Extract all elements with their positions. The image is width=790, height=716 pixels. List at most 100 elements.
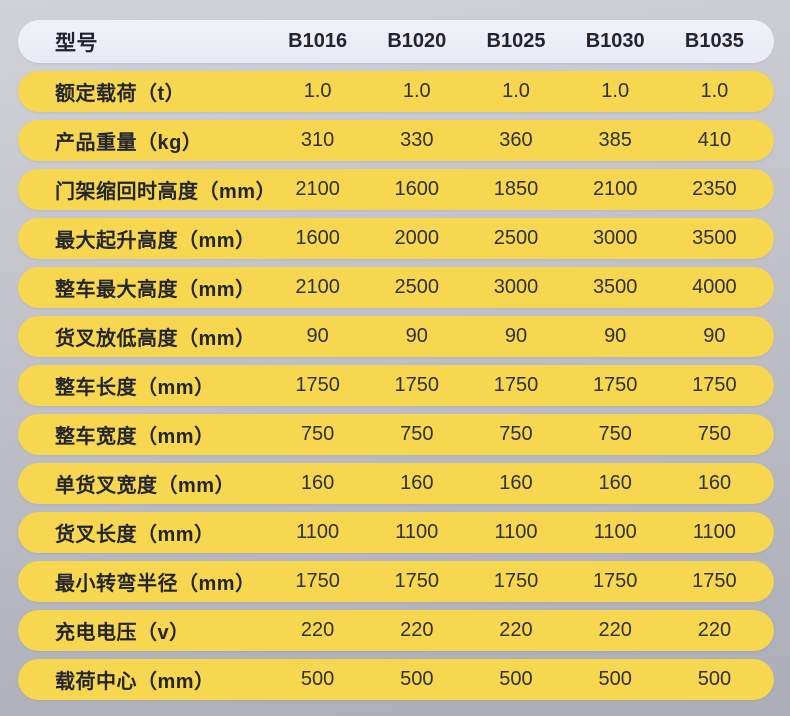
row-label: 最大起升高度（mm） [55,230,256,252]
header-model-label: 型号 [55,31,98,55]
row-label: 产品重量（kg） [55,132,203,154]
cell-value: 160 [499,472,533,494]
cell-value: 1.0 [700,80,729,102]
cell-value: 1100 [395,521,439,543]
cell-value: 90 [504,325,528,347]
cell-value: 1750 [493,374,539,396]
cell-value: 160 [300,472,335,494]
cell-value: 1.0 [402,80,431,102]
cell-value: 750 [499,423,533,445]
cell-value: 1600 [295,227,340,249]
cell-value: 1750 [295,374,340,396]
cell-value: 310 [300,129,335,151]
cell-value: 90 [306,325,329,347]
row-label: 门架缩回时高度（mm） [55,181,268,203]
cell-value: 3500 [692,227,737,249]
cell-value: 4000 [692,276,737,298]
row-label: 整车最大高度（mm） [55,279,256,301]
cell-value: 750 [400,423,434,445]
cell-value: 160 [400,472,434,494]
cell-value: 1100 [692,521,736,543]
cell-value: 1750 [295,570,340,592]
cell-value: 1.0 [601,80,630,102]
row-label: 货叉长度（mm） [55,524,215,546]
cell-value: 385 [598,129,632,151]
header-col-3: B1025 [486,30,546,52]
cell-value: 90 [405,325,428,347]
cell-value: 2100 [295,276,340,298]
cell-value: 1.0 [303,80,332,102]
row-label: 额定载荷（t） [55,83,186,105]
table-row: 整车长度（mm） 1750 1750 1750 1750 1750 [18,365,774,406]
cell-value: 410 [697,129,732,151]
row-label: 单货叉宽度（mm） [55,475,236,497]
cell-value: 1750 [692,570,737,592]
cell-value: 750 [300,423,335,445]
table-header-row: 型号 B1016 B1020 B1025 B1030 B1035 [18,20,774,63]
table-row: 整车最大高度（mm） 2100 2500 3000 3500 4000 [18,267,774,308]
cell-value: 500 [499,668,533,690]
table-row: 货叉长度（mm） 1100 1100 1100 1100 1100 [18,512,774,553]
row-label: 充电电压（v） [55,622,190,644]
cell-value: 500 [300,668,335,690]
cell-value: 750 [697,423,732,445]
table-row: 充电电压（v） 220 220 220 220 220 [18,610,774,651]
cell-value: 500 [697,668,732,690]
cell-value: 1750 [394,570,440,592]
cell-value: 90 [703,325,726,347]
cell-value: 330 [400,129,434,151]
cell-value: 90 [604,325,627,347]
table-row: 最小转弯半径（mm） 1750 1750 1750 1750 1750 [18,561,774,602]
header-col-1: B1016 [288,30,348,52]
cell-value: 3500 [592,276,638,298]
spec-table: 型号 B1016 B1020 B1025 B1030 B1035 额定载荷（t）… [18,20,774,700]
row-label: 整车宽度（mm） [55,426,215,448]
cell-value: 750 [598,423,632,445]
cell-value: 160 [598,472,632,494]
row-label: 载荷中心（mm） [55,671,215,693]
cell-value: 500 [400,668,434,690]
cell-value: 3000 [592,227,638,249]
cell-value: 220 [300,619,335,641]
cell-value: 2100 [295,178,340,200]
cell-value: 1750 [493,570,539,592]
cell-value: 1750 [592,570,638,592]
table-row: 产品重量（kg） 310 330 360 385 410 [18,120,774,161]
row-label: 货叉放低高度（mm） [55,328,256,350]
cell-value: 160 [697,472,732,494]
cell-value: 1100 [494,521,538,543]
table-row: 载荷中心（mm） 500 500 500 500 500 [18,659,774,700]
cell-value: 2500 [493,227,539,249]
cell-value: 1600 [394,178,440,200]
cell-value: 1850 [493,178,539,200]
cell-value: 220 [400,619,434,641]
cell-value: 1100 [296,521,340,543]
cell-value: 2350 [692,178,737,200]
table-row: 货叉放低高度（mm） 90 90 90 90 90 [18,316,774,357]
header-col-5: B1035 [684,30,744,52]
row-label: 整车长度（mm） [55,377,215,399]
cell-value: 220 [499,619,533,641]
cell-value: 1750 [394,374,440,396]
table-row: 门架缩回时高度（mm） 2100 1600 1850 2100 2350 [18,169,774,210]
table-row: 整车宽度（mm） 750 750 750 750 750 [18,414,774,455]
cell-value: 500 [598,668,632,690]
table-row: 最大起升高度（mm） 1600 2000 2500 3000 3500 [18,218,774,259]
cell-value: 2500 [394,276,440,298]
header-col-2: B1020 [387,30,447,52]
cell-value: 1750 [692,374,737,396]
cell-value: 2100 [592,178,638,200]
cell-value: 1.0 [502,80,530,102]
cell-value: 220 [598,619,632,641]
table-row: 单货叉宽度（mm） 160 160 160 160 160 [18,463,774,504]
cell-value: 220 [697,619,732,641]
table-row: 额定载荷（t） 1.0 1.0 1.0 1.0 1.0 [18,71,774,112]
cell-value: 1100 [593,521,637,543]
cell-value: 1750 [592,374,638,396]
cell-value: 3000 [493,276,539,298]
cell-value: 360 [499,129,533,151]
header-col-4: B1030 [585,30,645,52]
cell-value: 2000 [394,227,440,249]
row-label: 最小转弯半径（mm） [55,573,256,595]
